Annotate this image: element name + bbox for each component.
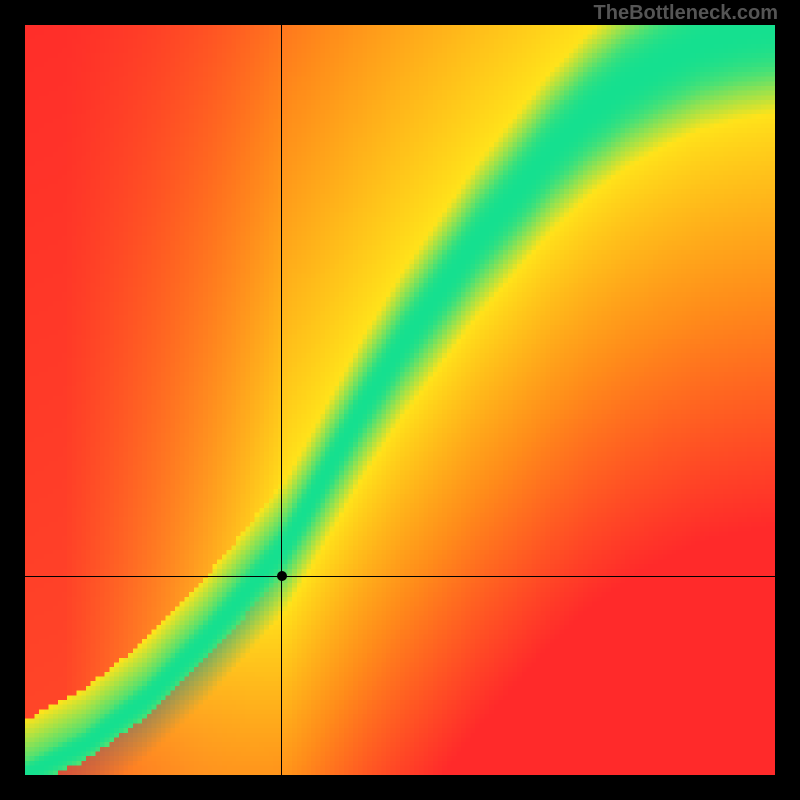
watermark-text: TheBottleneck.com bbox=[594, 2, 778, 25]
crosshair-vertical bbox=[281, 25, 282, 775]
crosshair-marker bbox=[277, 571, 287, 581]
heatmap-canvas bbox=[25, 25, 775, 775]
crosshair-horizontal bbox=[25, 576, 775, 577]
heatmap-plot bbox=[25, 25, 775, 775]
